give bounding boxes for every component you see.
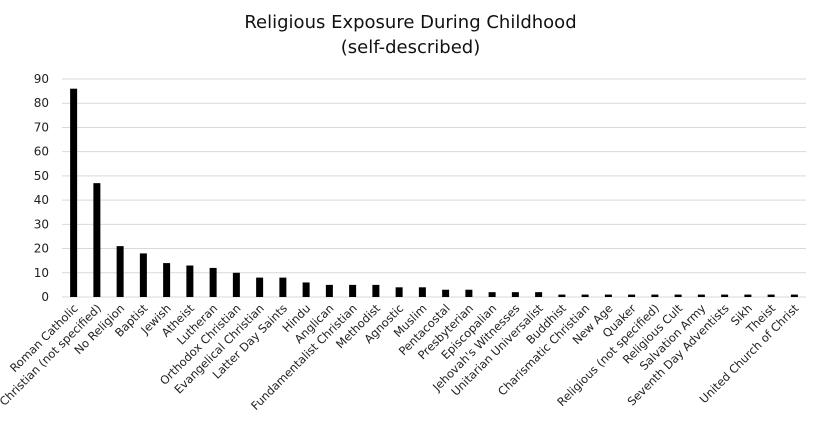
bar [581, 294, 589, 297]
bar [628, 294, 636, 297]
bar [511, 292, 519, 297]
bar [721, 294, 729, 297]
bar [535, 292, 543, 297]
y-tick-label: 90 [34, 72, 49, 86]
bar [325, 284, 333, 297]
bar [465, 289, 473, 297]
bar [279, 277, 287, 297]
bar [116, 246, 124, 297]
y-tick-label: 40 [34, 193, 49, 207]
bar [558, 294, 566, 297]
bar [674, 294, 682, 297]
bar [604, 294, 612, 297]
bar [209, 267, 217, 297]
bar [256, 277, 264, 297]
y-tick-label: 20 [34, 242, 49, 256]
bar [232, 272, 240, 297]
chart-title-block: Religious Exposure During Childhood (sel… [0, 10, 821, 60]
bar [697, 294, 705, 297]
y-tick-label: 70 [34, 120, 49, 134]
y-tick-label: 30 [34, 217, 49, 231]
bar [186, 265, 194, 297]
y-tick-label: 80 [34, 96, 49, 110]
bar [418, 287, 426, 297]
bar [395, 287, 403, 297]
y-axis-ticks: 0 10 20 30 40 50 60 70 80 90 [34, 72, 49, 304]
y-tick-label: 60 [34, 145, 49, 159]
bar [139, 253, 147, 297]
bar [372, 284, 380, 297]
bar [488, 292, 496, 297]
bar [651, 294, 659, 297]
bars [70, 88, 798, 297]
y-tick-label: 10 [34, 266, 49, 280]
x-tick-label: Christian (not specified) [0, 301, 104, 408]
bar [442, 289, 450, 297]
bar [163, 263, 171, 297]
bar [70, 88, 78, 297]
bar [767, 294, 775, 297]
y-tick-label: 50 [34, 169, 49, 183]
chart-subtitle: (self-described) [340, 37, 481, 58]
chart-title: Religious Exposure During Childhood [244, 12, 577, 33]
bar [349, 284, 357, 297]
bar [790, 294, 798, 297]
bar [302, 282, 310, 297]
bar [93, 183, 101, 297]
gridlines [62, 78, 806, 298]
bar [744, 294, 752, 297]
y-tick-label: 0 [41, 290, 49, 304]
